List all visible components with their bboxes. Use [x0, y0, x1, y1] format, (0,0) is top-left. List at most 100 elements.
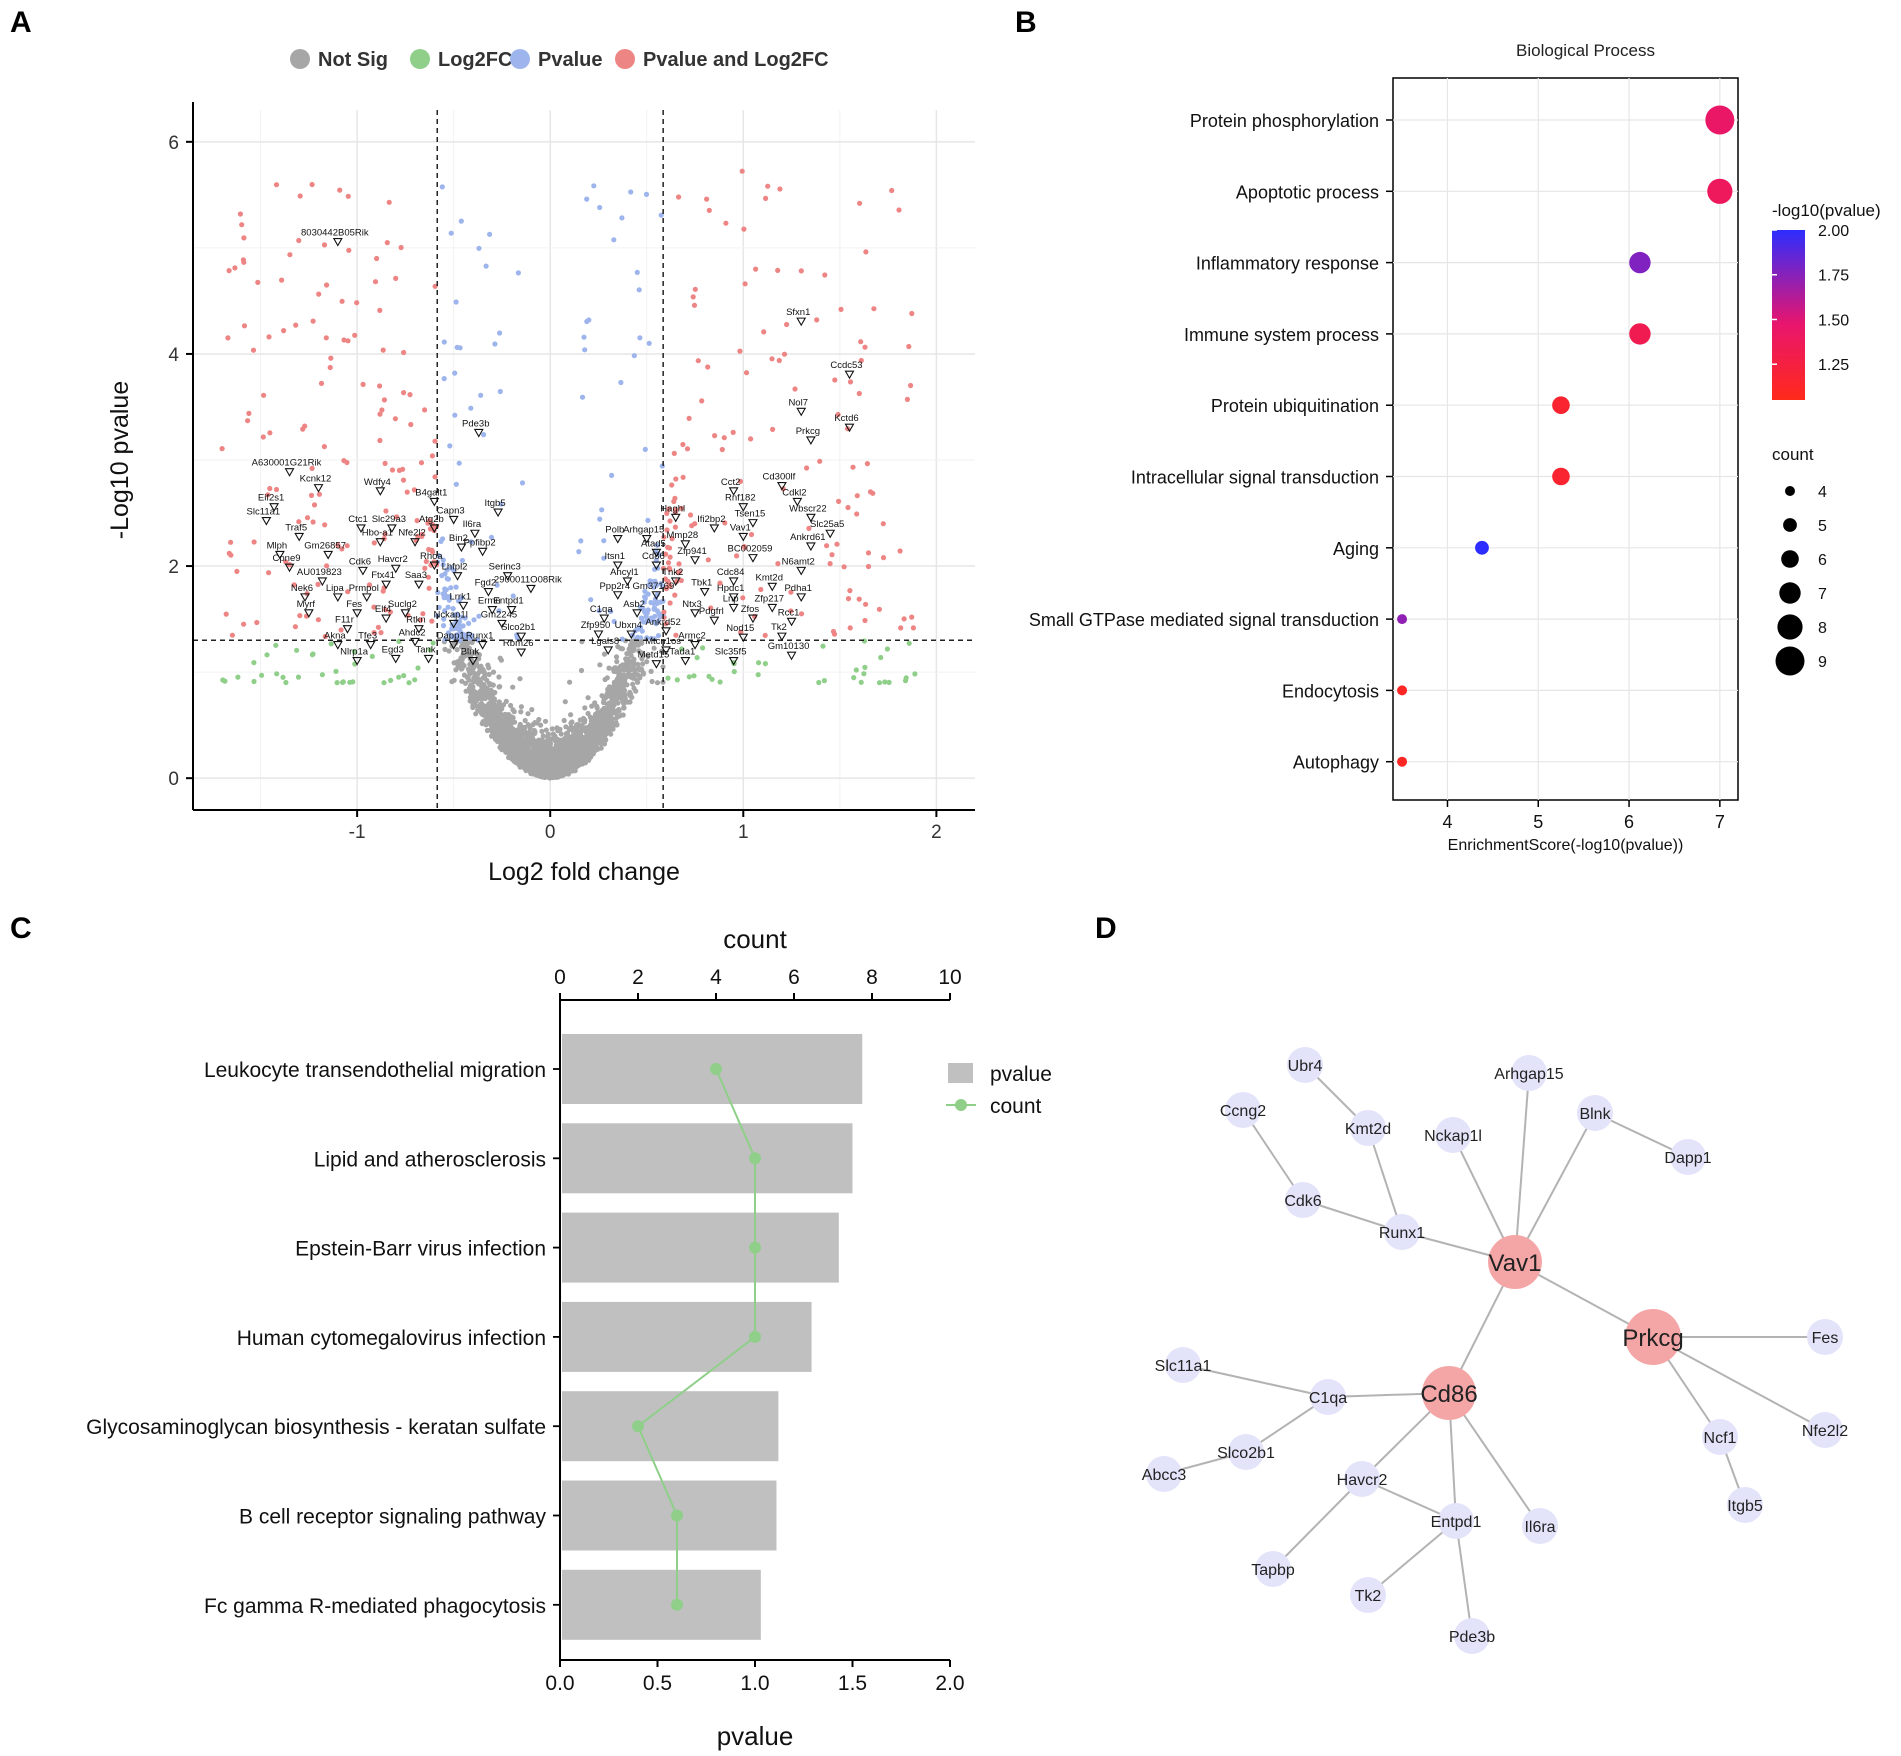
point: [629, 638, 635, 645]
count-point-1: [749, 1152, 761, 1165]
point: [663, 621, 669, 627]
node-nfe2l2: [1807, 1412, 1843, 1448]
point: [781, 351, 788, 357]
point: [297, 193, 303, 199]
point: [369, 653, 375, 660]
point: [446, 594, 453, 600]
point: [619, 215, 625, 221]
node-cdk6: [1285, 1182, 1321, 1218]
point: [515, 270, 522, 276]
gene-label: Asb2: [623, 599, 645, 610]
point: [502, 721, 508, 727]
point: [639, 666, 645, 673]
point: [595, 718, 601, 724]
point: [241, 323, 248, 329]
gene-label: B4galt1: [415, 487, 447, 498]
point: [526, 729, 532, 736]
category-label-4: Glycosaminoglycan biosynthesis - keratan…: [86, 1416, 546, 1439]
point: [327, 364, 333, 371]
node-label-abcc3: Abcc3: [1142, 1467, 1187, 1484]
point: [463, 688, 469, 694]
gene-label: Saa3: [405, 570, 427, 581]
gene-marker: [381, 614, 392, 624]
gene-label: Kctd6: [834, 413, 858, 424]
points: [219, 168, 918, 781]
gene-label: Suclg2: [388, 599, 417, 610]
gene-label: A630001G21Rik: [252, 458, 322, 469]
point: [673, 476, 679, 482]
point: [520, 757, 526, 763]
colorbar-title: -log10(pvalue): [1772, 201, 1881, 220]
gene-marker: [342, 625, 353, 634]
point: [792, 386, 798, 392]
gene-label: Nol7: [788, 397, 808, 408]
point: [829, 552, 835, 558]
top-tick-label-0: 0: [554, 966, 566, 989]
gene-label: Gm10130: [768, 641, 810, 652]
point: [296, 519, 302, 525]
point: [606, 665, 612, 671]
point: [636, 648, 642, 654]
node-pde3b: [1454, 1618, 1490, 1654]
point: [401, 349, 407, 356]
point: [291, 582, 297, 588]
gene-label: Zfp217: [754, 593, 784, 604]
legend-marker-3: [615, 49, 635, 69]
point: [753, 266, 759, 272]
point: [419, 531, 425, 537]
point: [287, 252, 293, 258]
point: [690, 294, 696, 300]
point: [543, 749, 549, 755]
gene-label: Vav1: [730, 522, 751, 533]
point: [544, 767, 550, 773]
point: [469, 639, 475, 646]
point: [510, 684, 516, 690]
node-label-itgb5: Itgb5: [1727, 1498, 1763, 1515]
point: [867, 489, 874, 495]
point: [226, 550, 232, 556]
gene-label: Tbk1: [691, 578, 712, 589]
point: [493, 736, 499, 742]
point: [909, 310, 915, 317]
point: [770, 426, 776, 432]
point: [377, 437, 383, 444]
point: [897, 548, 903, 554]
point: [454, 344, 460, 350]
node-kmt2d: [1350, 1110, 1386, 1146]
point: [426, 518, 433, 524]
point: [592, 748, 598, 754]
gene-label: Itsn1: [604, 551, 625, 562]
gene-label: Nek6: [291, 583, 313, 594]
point: [586, 757, 592, 763]
point: [763, 195, 769, 201]
point: [814, 317, 820, 323]
gene-label: Atad5: [641, 538, 666, 549]
point: [340, 679, 346, 686]
gene-label: Mtcn1os: [645, 636, 681, 647]
point: [448, 633, 455, 639]
gene-marker: [680, 656, 691, 666]
y-tick-label-0: 0: [168, 769, 179, 790]
point: [798, 611, 805, 617]
point: [383, 508, 389, 514]
point: [519, 746, 525, 752]
gene-label: Dapp1: [437, 631, 465, 642]
point: [639, 656, 645, 662]
point: [264, 652, 270, 658]
point: [453, 584, 459, 590]
point: [338, 627, 344, 633]
point: [420, 611, 426, 617]
point: [611, 237, 617, 243]
gene-label: Nckap1l: [434, 609, 468, 620]
category-label-1: Apoptotic process: [1236, 182, 1379, 202]
point: [430, 549, 436, 555]
point: [503, 716, 509, 722]
point: [422, 407, 428, 413]
point: [898, 625, 904, 631]
point: [880, 521, 886, 527]
category-label-3: Immune system process: [1184, 325, 1379, 345]
point: [225, 335, 231, 341]
gene-label: Cdc84: [717, 567, 744, 578]
point: [334, 680, 340, 686]
point: [388, 677, 394, 684]
